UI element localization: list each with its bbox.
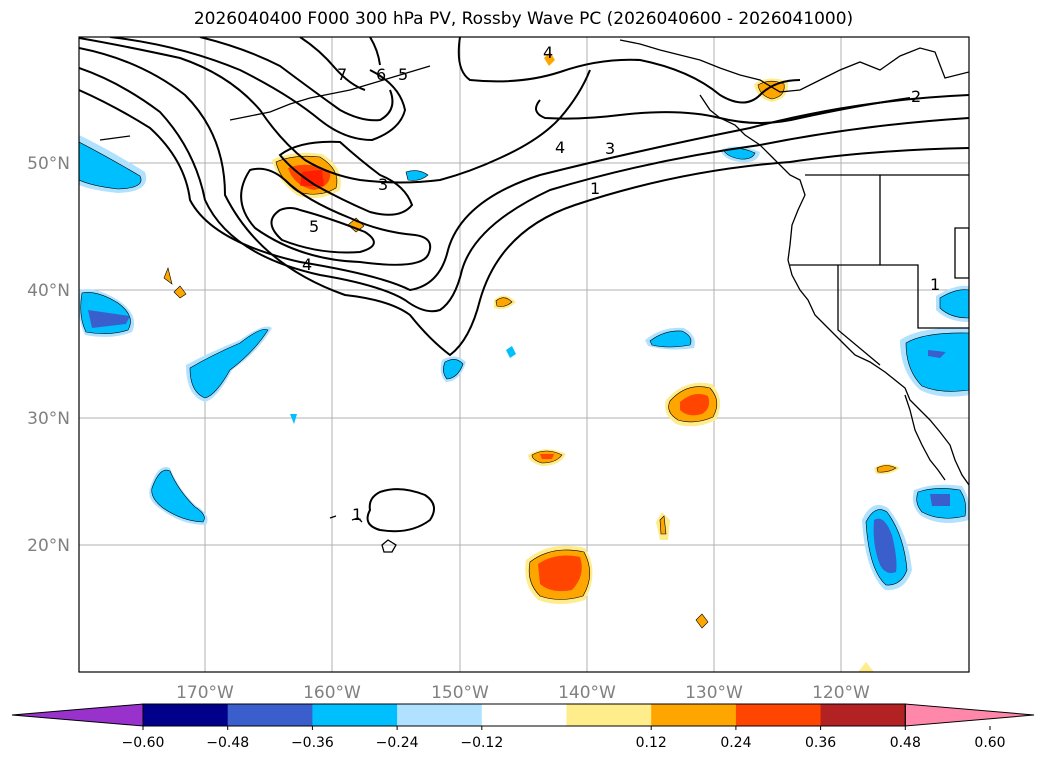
map-title: 2026040400 F000 300 hPa PV, Rossby Wave … <box>193 9 854 29</box>
colorbar-cell <box>397 704 483 726</box>
contour-label: 7 <box>337 65 347 84</box>
latitude-labels: 50°N 40°N 30°N 20°N <box>27 154 70 556</box>
colorbar-tick-label: 0.48 <box>890 735 921 751</box>
colorbar <box>11 703 1035 730</box>
contour-label: 4 <box>543 43 553 62</box>
lon-label: 130°W <box>685 683 743 703</box>
colorbar-extend-max <box>904 703 1035 727</box>
lon-label: 150°W <box>431 683 489 703</box>
lat-label: 30°N <box>27 409 70 429</box>
colorbar-frame <box>142 703 906 727</box>
lon-label: 160°W <box>303 683 361 703</box>
contour-label: 4 <box>302 255 312 274</box>
map-frame <box>78 36 970 673</box>
pv-contours <box>79 37 969 533</box>
lat-label: 40°N <box>27 281 70 301</box>
colorbar-tick-labels: −0.60 −0.48 −0.36 −0.24 −0.12 0.12 0.24 0.36 0.4… <box>122 735 1006 751</box>
contour-label: 6 <box>376 65 386 84</box>
lon-label: 120°W <box>812 683 870 703</box>
contour-label: 5 <box>309 217 319 236</box>
contour-label: 1 <box>930 275 940 294</box>
colorbar-tick-label: −0.36 <box>291 735 334 751</box>
colorbar-cell <box>312 704 398 726</box>
colorbar-cell <box>227 704 313 726</box>
colorbar-cell <box>735 704 822 726</box>
colorbar-cell <box>651 704 737 726</box>
colorbar-tick-label: −0.24 <box>376 735 419 751</box>
contour-label: 1 <box>352 505 362 524</box>
colorbar-cell <box>143 704 229 726</box>
colorbar-tick-label: −0.48 <box>206 735 249 751</box>
lat-label: 20°N <box>27 536 70 556</box>
colorbar-tick-label: 0.12 <box>636 735 667 751</box>
lat-label: 50°N <box>27 154 70 174</box>
colorbar-tick-label: −0.12 <box>460 735 503 751</box>
contour-label: 4 <box>555 138 565 157</box>
contour-label: 1 <box>590 179 600 198</box>
colorbar-tick-label: −0.60 <box>122 735 165 751</box>
colorbar-extend-min <box>11 703 144 727</box>
contour-labels: 7 6 5 4 4 3 3 5 4 2 1 1 1 <box>302 43 940 524</box>
coastlines <box>99 39 969 553</box>
contour-label: 3 <box>378 175 388 194</box>
colorbar-cell <box>481 704 567 726</box>
lon-label: 140°W <box>558 683 616 703</box>
colorbar-cell <box>820 704 906 726</box>
colorbar-tick-label: 0.36 <box>805 735 836 751</box>
colorbar-cell <box>566 704 652 726</box>
colorbar-tick-label: 0.24 <box>720 735 751 751</box>
negative-anomaly-regions <box>79 135 969 591</box>
contour-label: 2 <box>911 87 921 106</box>
contour-label: 5 <box>398 65 408 84</box>
longitude-labels: 170°W 160°W 150°W 140°W 130°W 120°W <box>176 683 870 703</box>
colorbar-tick-label: 0.60 <box>974 735 1005 751</box>
contour-label: 3 <box>605 139 615 158</box>
lon-label: 170°W <box>176 683 234 703</box>
